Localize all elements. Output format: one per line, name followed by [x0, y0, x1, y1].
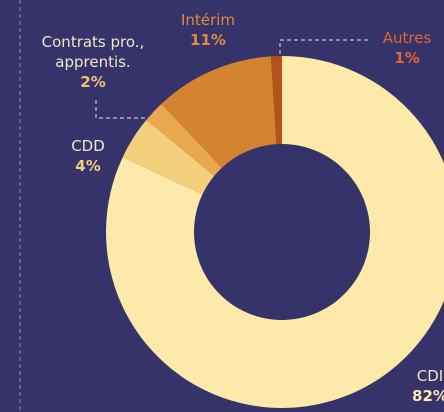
donut-slice — [106, 56, 444, 408]
slice-label: Intérim 11% — [168, 10, 248, 50]
category-label: Autres — [382, 29, 432, 47]
value-label: 4% — [75, 157, 101, 175]
category-label: CDD — [71, 137, 105, 155]
slice-label: Contrats pro., apprentis. 2% — [18, 32, 168, 92]
value-label: 82% — [412, 387, 444, 405]
value-label: 11% — [190, 31, 226, 49]
category-label: Contrats pro., apprentis. — [41, 33, 145, 71]
leader-line — [95, 100, 150, 119]
donut-slice — [161, 56, 277, 168]
donut-slice — [122, 119, 215, 195]
leader-line — [279, 39, 370, 54]
donut-slice — [146, 103, 222, 176]
value-label: 2% — [80, 73, 106, 91]
category-label: Intérim — [181, 11, 235, 29]
slice-label: CDI 82% — [380, 366, 444, 406]
donut-slice — [270, 56, 282, 145]
value-label: 1% — [394, 49, 420, 67]
slice-label: CDD 4% — [48, 136, 128, 176]
slice-label: Autres 1% — [370, 28, 444, 68]
category-label: CDI — [416, 367, 444, 385]
